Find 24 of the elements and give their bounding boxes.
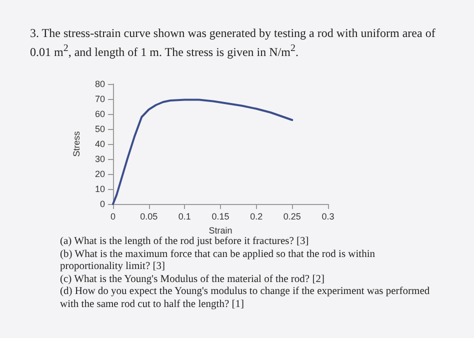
x-tick-label: 0.1 [178,212,191,222]
y-tick-label: 0 [100,199,105,209]
y-tick-label: 20 [94,169,105,179]
y-tick-label: 50 [94,124,105,134]
x-tick-label: 0 [110,212,116,222]
x-tick-label: 0.25 [283,212,301,222]
text: (d) How do you expect the Young's modulus to change if the experiment was performed with the same rod cut to half the length? [1] [60,286,431,311]
x-tick-label: 0.05 [140,212,158,222]
y-axis-title: Stress [72,130,82,157]
chart-title: 3. The stress-strain curve shown was generated by testing a rod with uniform area of 0.01 m$^{2}$, and length of 1 m. The stress is given in N/m$^{2}$. [30,26,436,60]
y-tick-label: 40 [94,139,105,149]
y-tick-label: 80 [94,79,105,89]
y-tick-label: 10 [94,184,105,194]
x-tick-label: 0.2 [250,212,263,222]
x-axis-title: Strain [208,226,232,236]
text: (b) What is the maximum force that can be applied so that the rod is within proportionality limit? [3] [60,248,376,274]
text: (c) What is the Young's Modulus of the material of the rod? [2] [60,274,326,286]
line-series [112,98,294,205]
y-tick-label: 60 [94,109,105,119]
x-tick-label: 0.15 [212,212,230,222]
y-tick-label: 70 [94,94,105,104]
text: (a) What is the length of the rod just before it fractures? [3] [60,236,310,248]
y-tick-label: 30 [94,154,105,164]
x-tick-label: 0.3 [322,212,334,222]
